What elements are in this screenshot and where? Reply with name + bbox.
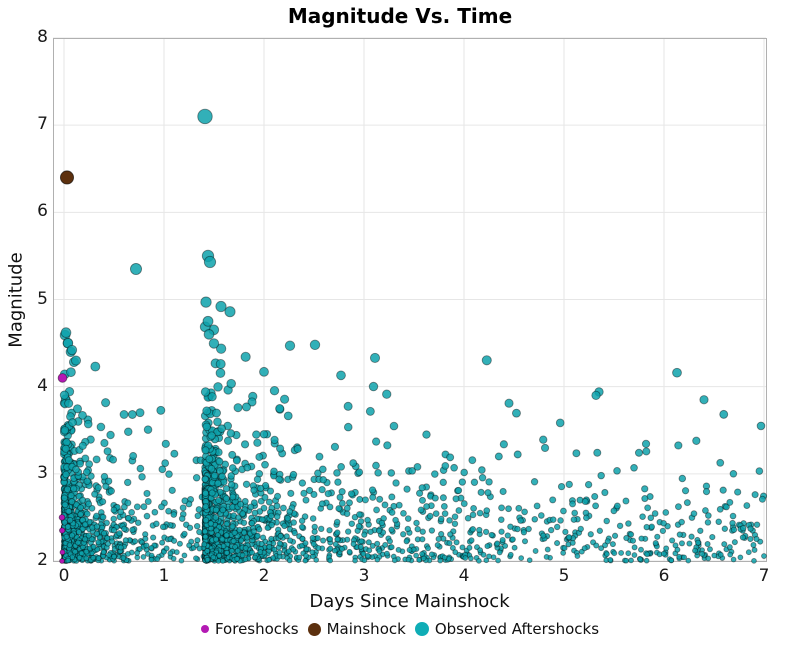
chart-legend: Foreshocks Mainshock Observed Aftershock… <box>0 620 800 638</box>
x-tick-label: 7 <box>758 566 770 586</box>
x-tick-label: 3 <box>358 566 370 586</box>
mainshock-marker-icon <box>307 622 321 636</box>
x-tick-label: 6 <box>658 566 670 586</box>
foreshocks-marker-icon <box>200 625 209 633</box>
legend-item-observed-aftershocks: Observed Aftershocks <box>414 620 600 638</box>
y-tick-label: 7 <box>37 114 48 135</box>
y-tick-label: 4 <box>37 375 48 396</box>
y-tick-label: 2 <box>37 550 48 570</box>
x-tick-label: 1 <box>158 566 170 586</box>
legend-item-mainshock: Mainshock <box>307 620 406 638</box>
legend-item-foreshocks: Foreshocks <box>200 620 299 638</box>
x-tick-label: 2 <box>258 566 270 586</box>
x-tick-label: 5 <box>558 566 570 586</box>
y-tick-label: 8 <box>37 27 48 47</box>
chart-title: Magnitude Vs. Time <box>287 4 513 28</box>
aftershocks-marker-icon <box>414 622 429 636</box>
x-tick-label: 0 <box>58 566 70 586</box>
legend-label: Mainshock <box>326 620 406 638</box>
legend-label: Foreshocks <box>214 620 299 638</box>
x-tick-label: 4 <box>458 566 470 586</box>
y-tick-label: 5 <box>37 288 48 309</box>
legend-label: Observed Aftershocks <box>434 620 600 638</box>
y-tick-label: 6 <box>37 201 48 222</box>
y-tick-label: 3 <box>37 462 48 483</box>
x-axis-label: Days Since Mainshock <box>309 591 510 612</box>
